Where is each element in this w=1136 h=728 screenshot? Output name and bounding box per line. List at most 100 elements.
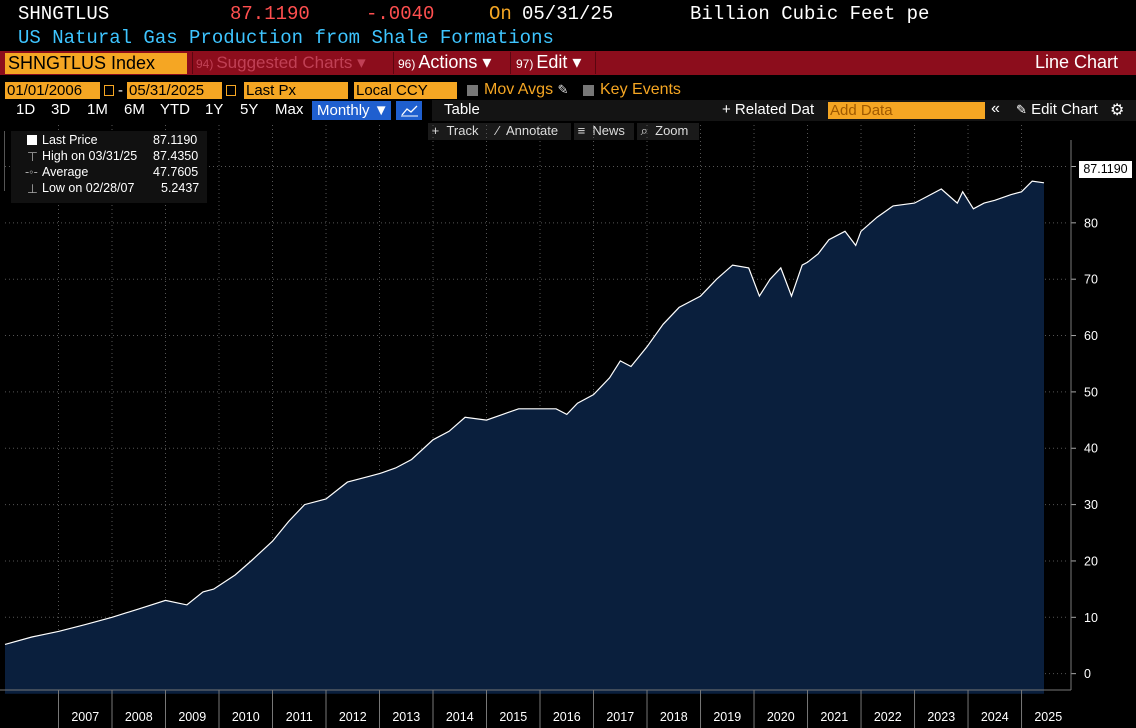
x-tick-label: 2024 [981, 710, 1009, 724]
zoom-label: Zoom [655, 123, 689, 138]
y-tick-label: 0 [1084, 667, 1091, 681]
suggested-label: Suggested Charts ▾ [216, 53, 366, 72]
range-6m[interactable]: 6M [124, 101, 145, 118]
key-events-checkbox[interactable] [583, 85, 594, 96]
ticker: SHNGTLUS [18, 3, 110, 25]
security-input[interactable]: SHNGTLUS Index [5, 53, 187, 74]
start-date-input[interactable]: 01/01/2006 [5, 82, 100, 99]
legend-last-value: 87.1190 [153, 133, 198, 147]
x-tick-label: 2015 [499, 710, 527, 724]
zoom-tool[interactable]: ⌕ Zoom [637, 123, 699, 140]
y-tick-label: 80 [1084, 216, 1098, 230]
y-tick-label: 30 [1084, 498, 1098, 512]
legend-bracket [4, 131, 13, 191]
mov-avgs-label[interactable]: Mov Avgs ✎ [484, 81, 568, 99]
x-tick-label: 2021 [820, 710, 848, 724]
edit-menu[interactable]: 97) Edit ▾ [516, 52, 581, 74]
toolbar-divider [510, 52, 511, 74]
average-marker-icon: -◦- [25, 165, 38, 179]
y-tick-label: 60 [1084, 329, 1098, 343]
table-button[interactable]: Table [444, 101, 480, 118]
mov-avgs-checkbox[interactable] [467, 85, 478, 96]
security-description: US Natural Gas Production from Shale For… [18, 27, 554, 49]
legend-high-value: 87.4350 [153, 149, 199, 163]
gear-icon[interactable]: ⚙ [1110, 102, 1125, 119]
x-tick-label: 2011 [286, 710, 313, 724]
annotate-label: Annotate [506, 123, 559, 138]
currency-select[interactable]: Local CCY [354, 82, 457, 99]
x-tick-label: 2008 [125, 710, 153, 724]
legend-average-value: 47.7605 [153, 165, 199, 179]
function-bar [0, 51, 1136, 75]
mov-avgs-text: Mov Avgs [484, 81, 554, 98]
y-tick-label: 20 [1084, 554, 1098, 568]
edit-chart-label: Edit Chart [1031, 101, 1098, 118]
price-date: 05/31/25 [522, 3, 614, 25]
range-3d[interactable]: 3D [51, 101, 71, 118]
x-tick-label: 2014 [446, 710, 474, 724]
frequency-select[interactable]: Monthly ▼ [312, 101, 391, 120]
edit-chart-button[interactable]: ✎ Edit Chart [1016, 101, 1098, 118]
track-label: Track [446, 123, 479, 138]
range-1m[interactable]: 1M [87, 101, 108, 118]
suggested-num: 94) [196, 57, 214, 71]
calendar-icon[interactable] [226, 85, 236, 96]
range-1d[interactable]: 1D [16, 101, 36, 118]
x-tick-label: 2012 [339, 710, 367, 724]
suggested-charts-menu[interactable]: 94) Suggested Charts ▾ [196, 53, 366, 74]
x-tick-label: 2013 [392, 710, 420, 724]
series-line [4, 180, 1045, 645]
low-marker-icon: ⊥ [27, 182, 38, 196]
calendar-icon[interactable] [104, 85, 114, 96]
x-tick-label: 2009 [178, 710, 206, 724]
range-ytd[interactable]: YTD [160, 101, 190, 118]
crosshair-icon: + [428, 123, 447, 138]
annotate-tool[interactable]: ⁄ Annotate [493, 123, 571, 140]
y-tick-label: 10 [1084, 611, 1098, 625]
x-tick-label: 2023 [927, 710, 955, 724]
legend-last-label: Last Price [42, 133, 98, 147]
chart-type-label: Line Chart [1034, 52, 1118, 72]
edit-num: 97) [516, 57, 534, 71]
y-tick-label: 40 [1084, 442, 1098, 456]
toolbar-divider [595, 52, 596, 74]
on-label: On [489, 3, 512, 25]
annotate-icon: ⁄ [493, 123, 507, 138]
x-tick-label: 2020 [767, 710, 795, 724]
range-5y[interactable]: 5Y [240, 101, 259, 118]
related-data-button[interactable]: + Related Dat [722, 101, 815, 118]
x-tick-label: 2017 [606, 710, 634, 724]
date-dash: - [118, 82, 123, 99]
x-tick-label: 2025 [1034, 710, 1062, 724]
x-tick-label: 2022 [874, 710, 902, 724]
legend-low-label: Low on 02/28/07 [42, 181, 135, 195]
x-tick-label: 2010 [232, 710, 260, 724]
collapse-icon[interactable]: « [991, 100, 1000, 117]
x-axis: 2007 2008 2009 2010 2011 2012 2013 2014 2015 2016… [0, 689, 1071, 728]
actions-menu[interactable]: 96) Actions ▾ [398, 52, 491, 74]
area-fill [5, 181, 1044, 694]
legend-high-label: High on 03/31/25 [42, 149, 138, 163]
range-max[interactable]: Max [275, 101, 304, 118]
line-chart-icon[interactable] [396, 101, 422, 120]
pencil-icon[interactable]: ✎ [557, 82, 569, 97]
edit-label: Edit ▾ [536, 52, 582, 72]
last-price: 87.1190 [230, 3, 310, 25]
toolbar-divider [393, 52, 394, 74]
legend-low-value: 5.2437 [161, 181, 200, 195]
last-value-label: 87.1190 [1079, 161, 1132, 178]
zoom-icon: ⌕ [637, 123, 656, 138]
add-data-input[interactable]: Add Data [828, 102, 985, 119]
news-tool[interactable]: ≡ News [574, 123, 634, 140]
x-tick-label: 2016 [553, 710, 581, 724]
key-events-label[interactable]: Key Events [600, 81, 681, 98]
price-field-select[interactable]: Last Px [244, 82, 348, 99]
x-tick-label: 2007 [71, 710, 99, 724]
toolbar-divider [192, 52, 193, 74]
units-label: Billion Cubic Feet pe [690, 3, 930, 25]
track-tool[interactable]: + Track [428, 123, 498, 140]
end-date-input[interactable]: 05/31/2025 [127, 82, 222, 99]
range-1y[interactable]: 1Y [205, 101, 224, 118]
pencil-icon: ✎ [1016, 102, 1027, 117]
